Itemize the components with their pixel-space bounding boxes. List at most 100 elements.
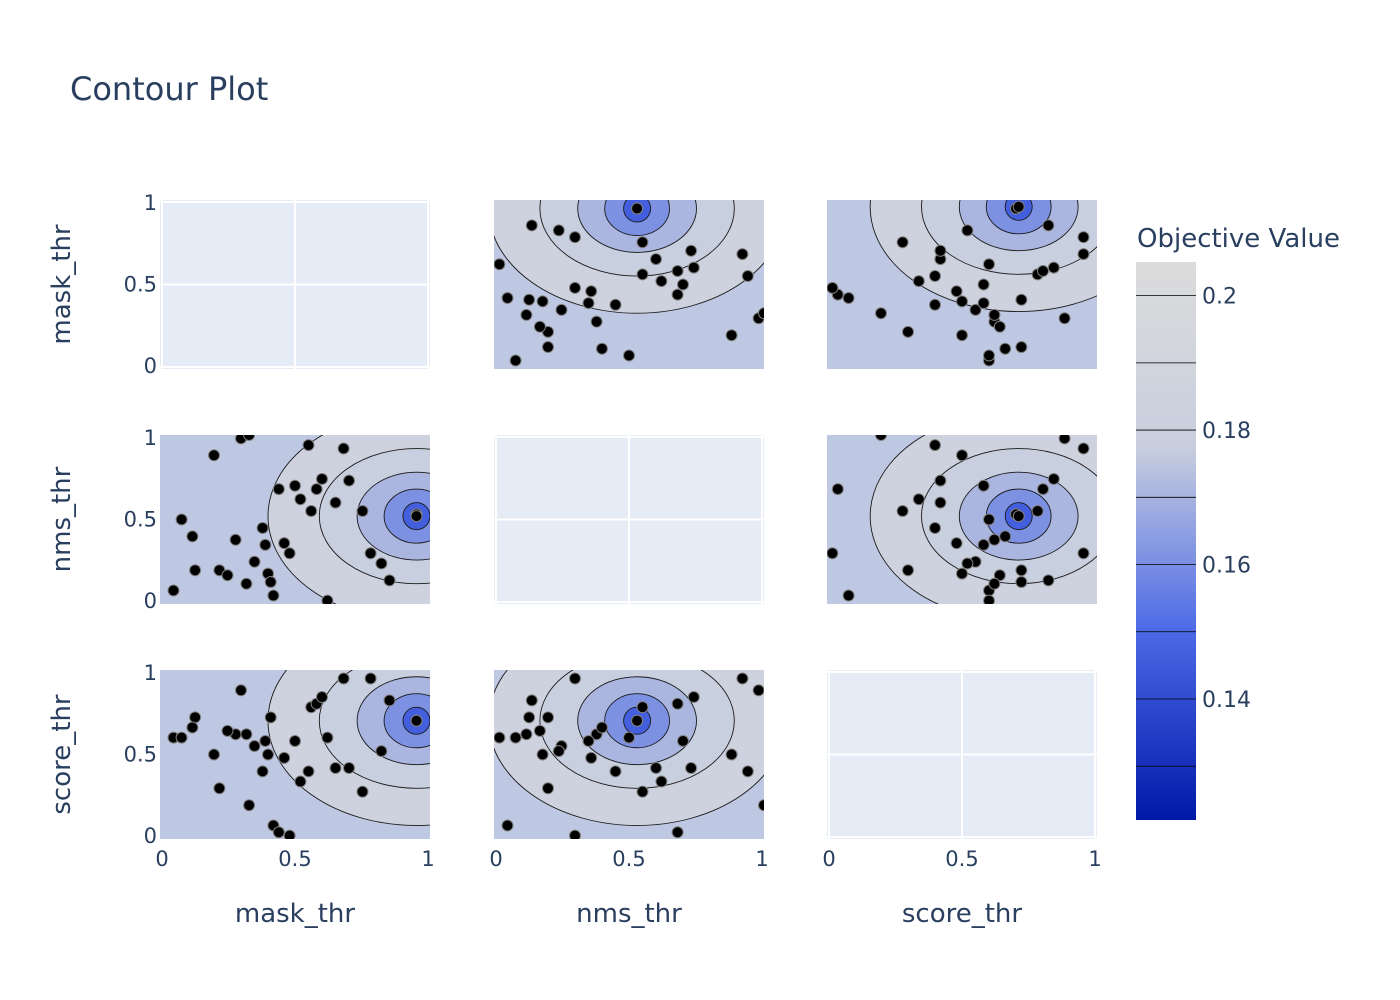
- trial-point: [383, 694, 396, 707]
- trial-point: [685, 762, 698, 775]
- y-axis-title-score_thr: score_thr: [47, 694, 77, 815]
- trial-point: [758, 307, 764, 320]
- trial-point: [590, 315, 603, 328]
- subplot-nms_thr-vs-nms_thr: [494, 435, 764, 604]
- trial-point: [983, 349, 995, 362]
- trial-point: [208, 449, 220, 462]
- trial-point: [1037, 264, 1049, 277]
- colorbar-tick-label: 0.18: [1202, 419, 1251, 444]
- trial-point: [902, 564, 914, 577]
- trial-point: [343, 762, 355, 775]
- trial-point: [956, 567, 968, 580]
- trial-point: [221, 569, 234, 582]
- colorbar: Objective Value 0.2 0.18 0.16 0.14: [1136, 224, 1340, 820]
- colorbar-gradient: [1136, 262, 1196, 820]
- trial-point: [1077, 442, 1090, 455]
- trial-point: [636, 268, 649, 281]
- trial-point: [189, 711, 202, 724]
- trial-point: [302, 439, 315, 452]
- trial-point: [827, 281, 839, 294]
- trial-point: [1015, 564, 1028, 577]
- trial-point: [337, 442, 350, 455]
- trial-point: [316, 472, 328, 485]
- trial-point: [356, 505, 369, 518]
- subplot-score_thr-vs-mask_thr: [160, 670, 430, 839]
- trial-point: [623, 731, 635, 744]
- trial-point: [1015, 576, 1028, 589]
- trial-point: [175, 731, 188, 744]
- trial-point: [175, 513, 188, 526]
- axes-labels: 0 0.5 1 mask_thr 0 0.5 1 nms_thr 0 0.5 1 score_thr 0…: [47, 191, 1102, 929]
- trial-point: [993, 569, 1006, 582]
- trial-point: [929, 270, 941, 283]
- trial-point: [934, 244, 947, 257]
- trial-point: [256, 765, 269, 778]
- trial-point: [243, 435, 256, 441]
- trial-point: [248, 555, 261, 568]
- trial-point: [533, 320, 546, 333]
- trial-point: [671, 288, 684, 301]
- trial-point: [993, 320, 1006, 333]
- trial-point: [1077, 231, 1090, 244]
- trial-point: [1015, 293, 1028, 306]
- trial-point: [494, 731, 506, 744]
- trial-point: [343, 474, 355, 487]
- y-axis-title-mask_thr: mask_thr: [47, 224, 77, 345]
- trial-point: [977, 278, 990, 291]
- trial-point: [912, 275, 925, 288]
- x-tick-label: 0: [489, 847, 502, 871]
- y-tick-label: 0: [144, 589, 157, 613]
- trial-point: [671, 264, 684, 277]
- trial-point: [240, 577, 253, 590]
- trial-point: [961, 557, 974, 570]
- trial-point: [671, 826, 684, 839]
- trial-point: [1058, 435, 1071, 445]
- subplot-score_thr-vs-score_thr: [827, 670, 1097, 839]
- trial-point: [1037, 483, 1049, 496]
- trial-point: [569, 281, 581, 294]
- y-tick-label: 0.5: [124, 508, 157, 532]
- trial-point: [329, 496, 342, 509]
- trial-point: [256, 521, 269, 534]
- y-tick-label: 1: [144, 661, 157, 685]
- trial-point: [278, 537, 291, 550]
- trial-point: [961, 224, 974, 237]
- y-tick-label: 1: [144, 426, 157, 450]
- y-tick-label: 0: [144, 354, 157, 378]
- trial-point: [687, 261, 700, 274]
- best-trial-point: [1012, 510, 1025, 523]
- trial-point: [533, 724, 546, 737]
- trial-point: [278, 751, 291, 764]
- trial-point: [596, 721, 608, 734]
- trial-point: [501, 292, 514, 305]
- trial-point: [999, 342, 1012, 355]
- trial-point: [267, 589, 280, 602]
- trial-point: [758, 799, 764, 812]
- trial-point: [983, 513, 995, 526]
- trial-point: [321, 731, 334, 744]
- trial-point: [186, 721, 199, 734]
- trial-point: [337, 672, 350, 685]
- trial-point: [977, 538, 990, 551]
- chart-title: Contour Plot: [70, 70, 268, 108]
- colorbar-tick-label: 0.14: [1202, 688, 1251, 713]
- trial-point: [950, 537, 963, 550]
- trial-point: [375, 745, 388, 758]
- trial-point: [1031, 505, 1044, 518]
- trial-point: [1077, 547, 1090, 560]
- trial-point: [831, 483, 844, 496]
- trial-point: [875, 435, 887, 441]
- trial-point: [329, 762, 342, 775]
- trial-point: [525, 694, 538, 707]
- trial-point: [902, 325, 914, 338]
- trial-point: [305, 505, 318, 518]
- y-tick-label: 0: [144, 824, 157, 848]
- trial-point: [542, 782, 554, 795]
- best-trial-point: [410, 714, 423, 727]
- trial-point: [609, 765, 622, 778]
- trial-point: [934, 474, 947, 487]
- trial-point: [999, 530, 1012, 543]
- x-tick-label: 1: [1088, 847, 1101, 871]
- trial-point: [235, 684, 247, 697]
